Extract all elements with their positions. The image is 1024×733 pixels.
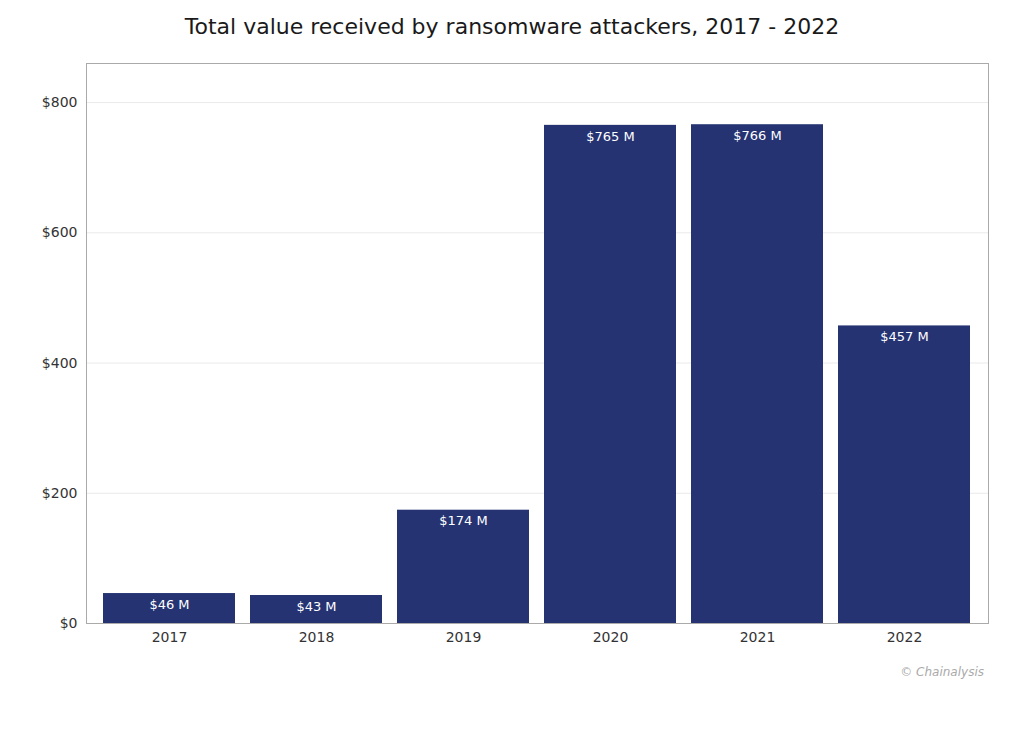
svg-text:$457 M: $457 M xyxy=(880,329,928,344)
html-text:Total value received by ransom: Total value received by ransomware attac… xyxy=(184,14,840,39)
svg-text:2017: 2017 xyxy=(152,629,188,645)
svg-text:$800: $800 xyxy=(42,94,78,110)
svg-text:2021: 2021 xyxy=(740,629,776,645)
svg-text:2020: 2020 xyxy=(593,629,629,645)
svg-text:$0: $0 xyxy=(60,615,78,631)
svg-text:$43 M: $43 M xyxy=(296,599,336,614)
svg-text:2019: 2019 xyxy=(446,629,482,645)
svg-text:2018: 2018 xyxy=(299,629,335,645)
svg-text:$765 M: $765 M xyxy=(586,129,634,144)
svg-text:$400: $400 xyxy=(42,355,78,371)
svg-text:2022: 2022 xyxy=(887,629,923,645)
html-text:© Chainalysis: © Chainalysis xyxy=(900,665,984,679)
svg-text:$600: $600 xyxy=(42,224,78,240)
svg-text:$200: $200 xyxy=(42,485,78,501)
svg-text:$46 M: $46 M xyxy=(149,597,189,612)
svg-text:$766 M: $766 M xyxy=(733,128,781,143)
svg-text:$174 M: $174 M xyxy=(439,513,487,528)
